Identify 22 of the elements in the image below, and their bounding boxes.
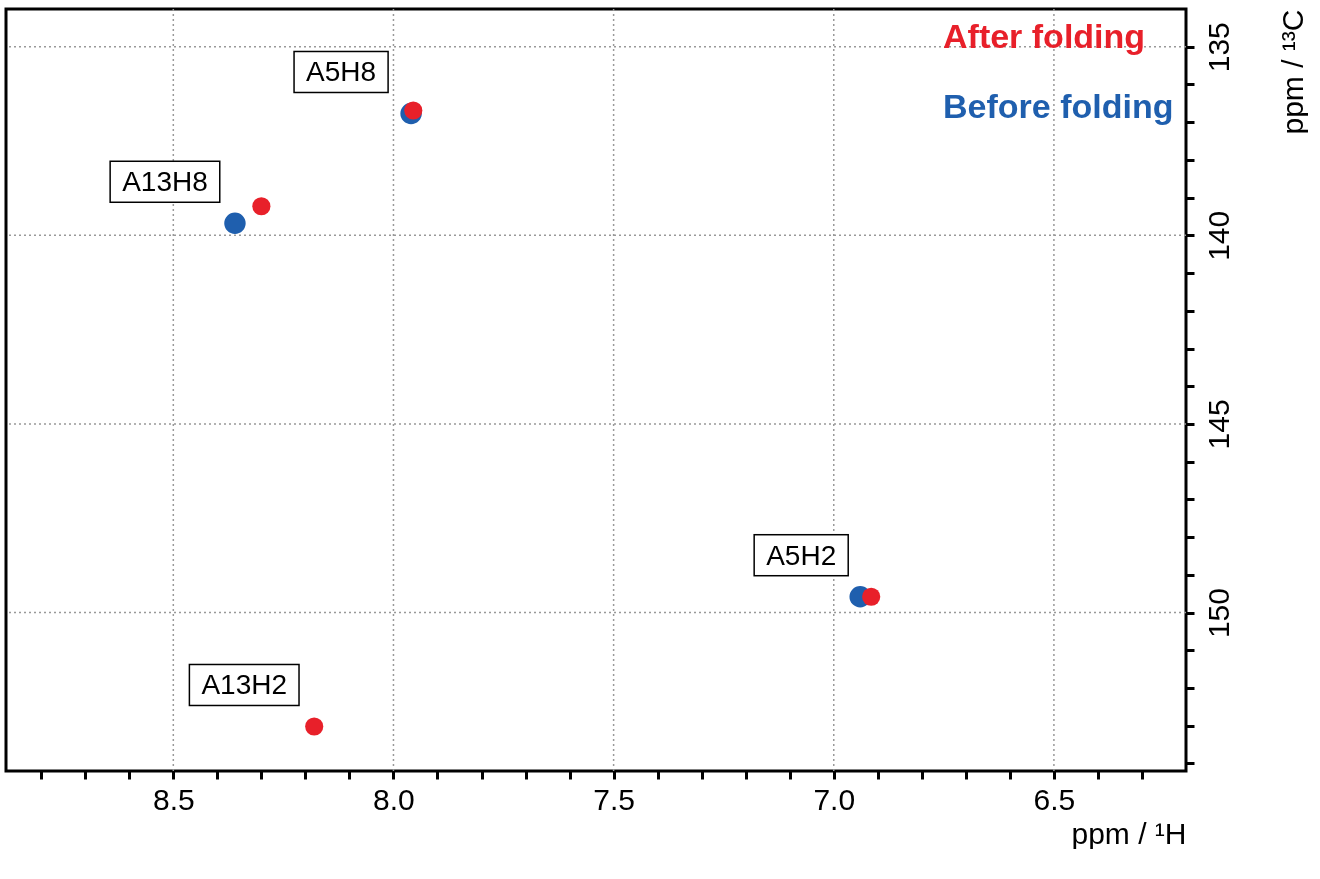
- point: [862, 587, 881, 606]
- x-tick-label: 7.5: [593, 782, 635, 816]
- y-axis-title: ppm / ¹³C: [1275, 9, 1309, 135]
- x-tick-label: 6.5: [1033, 782, 1076, 816]
- text: Before folding: [943, 87, 1174, 125]
- annotation: A5H2: [766, 539, 837, 571]
- text: After folding: [943, 17, 1146, 55]
- annotation: A5H8: [306, 56, 377, 88]
- point: [224, 212, 246, 234]
- y-tick-label: 135: [1201, 22, 1235, 73]
- x-axis-title: ppm / ¹H: [1071, 816, 1187, 850]
- annotation: A13H8: [122, 166, 208, 198]
- point: [252, 197, 271, 216]
- x-tick-label: 7.0: [813, 782, 856, 816]
- annotation: A13H2: [201, 669, 288, 701]
- y-tick-label: 145: [1201, 399, 1235, 450]
- point: [305, 717, 324, 736]
- y-tick-label: 150: [1201, 588, 1235, 639]
- x-tick-label: 8.5: [152, 782, 195, 816]
- y-tick-label: 140: [1201, 210, 1235, 261]
- x-tick-label: 8.0: [373, 782, 415, 816]
- point: [404, 101, 423, 120]
